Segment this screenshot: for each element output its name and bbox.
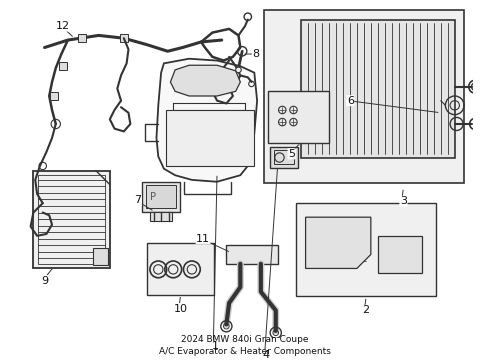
Bar: [78, 35, 86, 42]
Bar: [143, 182, 180, 212]
Bar: [150, 212, 172, 221]
Text: 12: 12: [56, 21, 70, 31]
Text: 2024 BMW 840i Gran Coupe
A/C Evaporator & Heater Components: 2024 BMW 840i Gran Coupe A/C Evaporator …: [159, 335, 331, 356]
Bar: [120, 35, 127, 42]
Bar: [269, 91, 329, 143]
Circle shape: [236, 67, 241, 73]
Bar: [301, 19, 455, 158]
Text: 9: 9: [41, 275, 48, 285]
Bar: [274, 150, 294, 164]
Text: 5: 5: [288, 149, 295, 159]
Text: 3: 3: [400, 196, 407, 206]
Bar: [264, 10, 464, 183]
Polygon shape: [378, 236, 422, 273]
Polygon shape: [171, 65, 240, 96]
Polygon shape: [306, 217, 371, 269]
Bar: [147, 243, 214, 294]
Bar: [38, 175, 105, 264]
Text: 1: 1: [212, 341, 219, 351]
Polygon shape: [166, 110, 254, 166]
Bar: [296, 203, 436, 296]
Bar: [146, 185, 176, 208]
Text: 7: 7: [134, 195, 141, 206]
Text: 6: 6: [347, 96, 354, 105]
Text: 4: 4: [263, 350, 270, 360]
Text: P: P: [150, 192, 156, 202]
Text: 10: 10: [173, 303, 188, 314]
Bar: [93, 248, 108, 265]
Polygon shape: [156, 59, 257, 182]
Text: 11: 11: [196, 234, 210, 244]
Bar: [59, 62, 67, 70]
Text: 8: 8: [253, 49, 260, 59]
Bar: [33, 171, 110, 269]
Text: 2: 2: [363, 305, 370, 315]
Bar: [270, 147, 298, 168]
Bar: [226, 245, 278, 264]
Bar: [50, 92, 58, 100]
